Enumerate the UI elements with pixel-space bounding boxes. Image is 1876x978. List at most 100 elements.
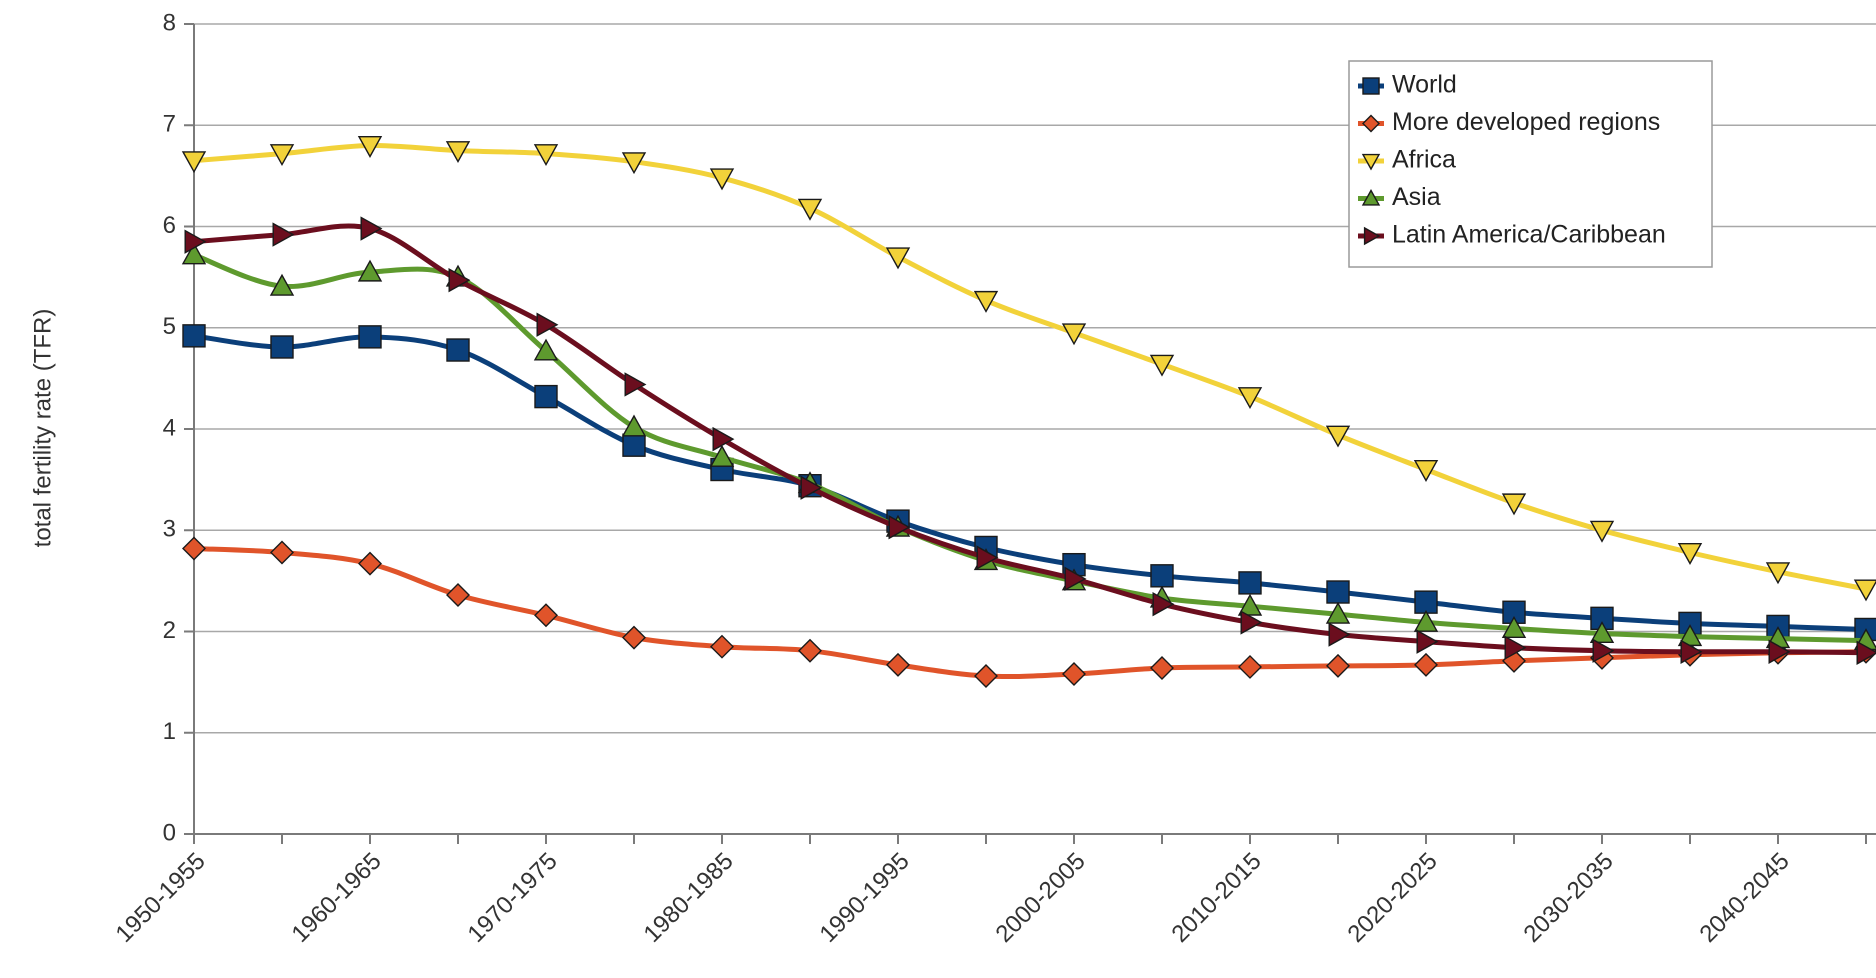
data-point [1501,616,1527,638]
legend-item: More developed regions [1358,108,1660,136]
data-point [1677,543,1703,565]
series-1 [182,536,1876,689]
x-tick-label: 2040-2045 [1694,848,1794,948]
data-point [358,325,382,349]
data-point [709,444,735,467]
data-point [798,638,822,663]
legend-item: Africa [1358,146,1456,174]
x-tick-labels: 1950-1955 1960-1965 1970-1975 1980-1985 1990… [110,848,1794,948]
data-point [269,273,295,296]
x-tick-label: 2030-2035 [1518,848,1618,948]
data-point [621,152,647,175]
data-point [1061,323,1087,346]
data-point [270,540,294,565]
series-2 [181,135,1876,602]
y-axis-label: total fertility rate (TFR) [29,309,56,548]
data-point [1416,629,1439,654]
y-tick-label: 8 [163,9,176,36]
data-point [974,664,998,689]
data-point [1680,639,1703,664]
data-point [1064,566,1087,592]
legend-item: Asia [1358,183,1441,211]
data-point [885,247,911,270]
data-point [358,551,382,576]
data-point [1149,354,1175,377]
data-point [1238,571,1262,595]
legend: World More developed regions Africa Asia Lat… [1348,60,1713,268]
data-point [446,338,470,362]
data-point [973,290,999,313]
x-tick-label: 1980-1985 [638,848,738,948]
x-tick-label: 1950-1955 [110,848,210,948]
data-point [1589,520,1615,543]
data-point [534,384,558,409]
y-tick-label: 4 [163,414,176,441]
data-point [357,259,383,282]
data-point [533,144,559,167]
data-point [888,515,911,540]
data-point [1326,580,1350,604]
data-point [272,222,295,247]
x-tick-label: 1960-1965 [286,848,386,948]
data-point [1237,387,1263,410]
data-point [1150,564,1174,588]
data-point [797,198,823,221]
legend-items: World More developed regions Africa Asia Lat… [1358,71,1666,249]
data-point [1325,425,1351,448]
data-point [445,141,471,164]
series-line [191,252,1869,644]
data-point [1325,601,1351,624]
x-tick-label: 2000-2005 [990,848,1090,948]
legend-box [1348,60,1713,268]
data-point [1326,653,1350,678]
data-point [712,426,735,452]
legend-marker [1363,226,1381,246]
legend-item: Latin America/Caribbean [1358,221,1666,249]
y-tick-label: 2 [163,617,176,644]
series-lines [181,135,1876,689]
data-point [1152,591,1175,617]
x-tick-label: 2010-2015 [1166,848,1266,948]
series-line [191,333,1869,632]
data-point [181,242,207,265]
data-point [1328,622,1351,647]
data-point [976,545,999,570]
data-point [1062,662,1086,687]
legend-marker [1362,77,1380,95]
data-point [533,338,559,361]
data-point [1501,493,1527,516]
y-tick-label: 1 [163,718,176,745]
data-point [182,536,206,561]
legend-label: Africa [1392,146,1456,174]
data-point [800,475,823,500]
data-point [1413,460,1439,482]
data-point [534,603,558,628]
data-point [269,144,295,167]
data-point [1765,562,1791,585]
data-point [181,151,207,174]
y-tick-label: 7 [163,111,176,138]
data-point [1237,593,1263,616]
data-point [270,335,294,359]
data-point [1414,590,1438,614]
data-point [357,135,383,158]
data-point [622,625,646,650]
data-point [446,583,470,608]
data-point [182,324,206,348]
data-point [1414,652,1438,677]
legend-marker [1361,153,1381,171]
data-point [709,168,735,191]
legend-label: World [1392,71,1457,99]
y-tick-label: 5 [163,313,176,340]
x-tick-label: 2020-2025 [1342,848,1442,948]
data-point [1853,579,1876,602]
data-point [1592,638,1615,663]
data-point [1504,635,1527,660]
data-point [1768,639,1791,664]
legend-marker [1361,189,1381,206]
series-0 [182,324,1876,642]
data-point [1589,621,1615,644]
data-point [1856,640,1876,665]
data-point [184,229,207,254]
